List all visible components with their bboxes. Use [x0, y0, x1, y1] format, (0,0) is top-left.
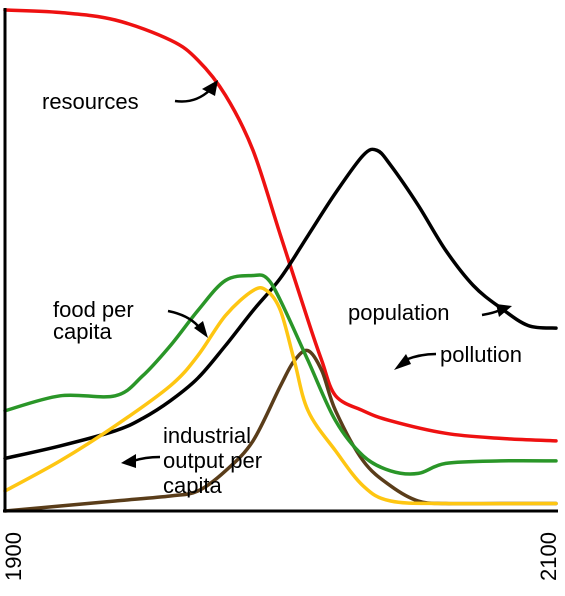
arrow-icon-pollution: [394, 352, 437, 370]
arrow-icon-population: [481, 304, 512, 317]
annotation-food-per-capita: food per capita: [53, 297, 140, 344]
series-line-pollution: [3, 348, 558, 513]
annotation-population: population: [348, 300, 450, 325]
arrow-icon-industrial-output: [121, 454, 161, 468]
x-tick-end: 2100: [536, 532, 561, 581]
series-layer: [3, 8, 558, 513]
arrow-icon-resources: [174, 80, 218, 103]
series-line-resources: [3, 8, 558, 443]
annotation-industrial-output: industrial output per capita: [163, 423, 268, 498]
series-line-industrial-output-per-capita: [3, 286, 558, 506]
series-line-population: [3, 147, 558, 461]
x-tick-start: 1900: [1, 532, 26, 581]
annotation-resources: resources: [42, 89, 139, 114]
annotation-pollution: pollution: [440, 342, 522, 367]
series-line-food-per-capita: [3, 273, 558, 476]
arrow-icon-food-per-capita: [167, 309, 208, 338]
